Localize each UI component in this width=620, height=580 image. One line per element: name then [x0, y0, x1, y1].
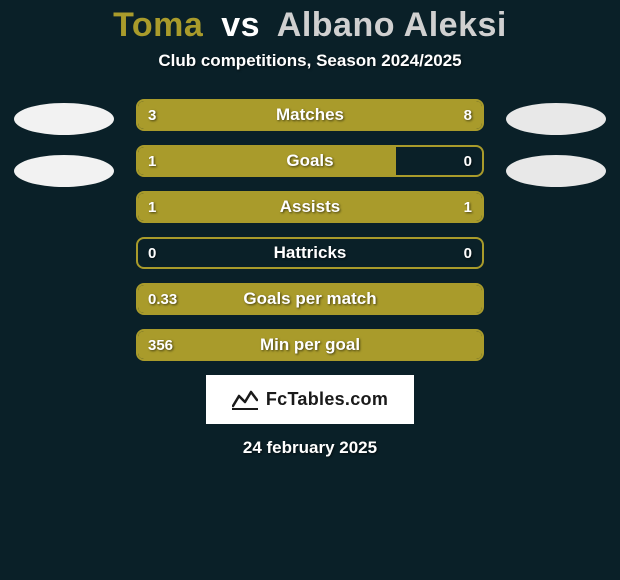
stat-row: 38Matches: [136, 99, 484, 131]
stat-row: 00Hattricks: [136, 237, 484, 269]
stat-label: Min per goal: [138, 331, 482, 359]
comparison-infographic: Toma vs Albano Aleksi Club competitions,…: [0, 0, 620, 580]
player2-name: Albano Aleksi: [277, 6, 507, 44]
page-title: Toma vs Albano Aleksi: [113, 6, 507, 45]
player2-avatar-secondary: [506, 155, 606, 187]
player1-avatar-secondary: [14, 155, 114, 187]
source-badge: FcTables.com: [206, 375, 414, 424]
stat-label: Goals per match: [138, 285, 482, 313]
chart-icon: [232, 390, 258, 410]
stat-label: Goals: [138, 147, 482, 175]
right-avatar-column: [502, 99, 610, 187]
stat-row: 0.33Goals per match: [136, 283, 484, 315]
chart-area: 38Matches 10Goals 11Assists 00Hattricks 0.33…: [0, 99, 620, 361]
stat-label: Assists: [138, 193, 482, 221]
stat-bars: 38Matches 10Goals 11Assists 00Hattricks 0.33…: [136, 99, 484, 361]
vs-separator: vs: [221, 6, 260, 44]
stat-label: Matches: [138, 101, 482, 129]
player1-name: Toma: [113, 6, 203, 44]
left-avatar-column: [10, 99, 118, 187]
player2-avatar: [506, 103, 606, 135]
footer-date: 24 february 2025: [243, 438, 377, 458]
stat-row: 10Goals: [136, 145, 484, 177]
subtitle: Club competitions, Season 2024/2025: [158, 51, 461, 71]
stat-label: Hattricks: [138, 239, 482, 267]
stat-row: 356Min per goal: [136, 329, 484, 361]
source-badge-text: FcTables.com: [266, 389, 388, 410]
player1-avatar: [14, 103, 114, 135]
stat-row: 11Assists: [136, 191, 484, 223]
